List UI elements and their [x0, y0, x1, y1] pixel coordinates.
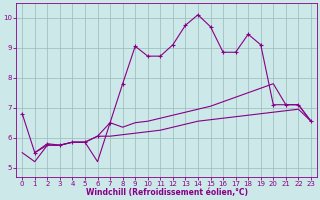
X-axis label: Windchill (Refroidissement éolien,°C): Windchill (Refroidissement éolien,°C)	[85, 188, 248, 197]
